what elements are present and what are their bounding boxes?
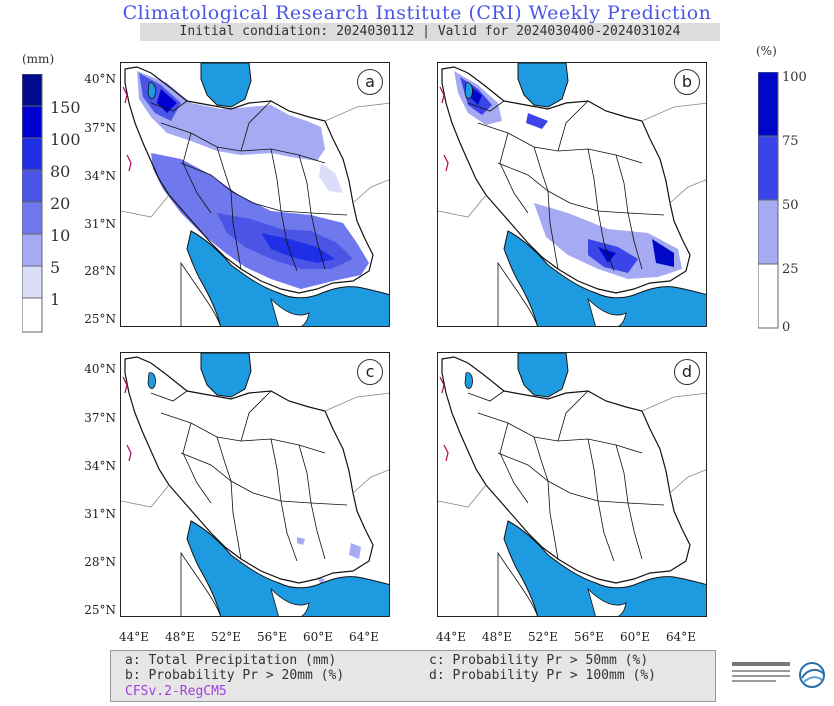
colorbar-left-label: 20	[50, 194, 71, 213]
legend-b: b: Probability Pr > 20mm (%)	[125, 668, 345, 683]
prob-map-d	[438, 353, 706, 616]
map-panel-d: d	[437, 352, 707, 617]
lon-tick: 56°E	[573, 630, 605, 644]
model-name: CFSv.2-RegCM5	[125, 684, 227, 699]
colorbar-left-label: 150	[50, 98, 81, 117]
colorbar-left-label: 80	[50, 162, 71, 181]
lat-tick: 28°N	[84, 264, 116, 278]
lat-tick: 40°N	[84, 72, 116, 86]
lon-tick: 64°E	[665, 630, 697, 644]
panel-label-a: a	[357, 69, 383, 95]
logo-icon	[732, 662, 825, 688]
lon-tick: 44°E	[435, 630, 467, 644]
colorbar-left-unit: (mm)	[22, 52, 55, 66]
lon-tick: 44°E	[118, 630, 150, 644]
colorbar-right-swatches	[758, 72, 779, 329]
lat-tick: 31°N	[84, 507, 116, 521]
lat-tick: 25°N	[84, 312, 116, 326]
map-subtitle: Initial condiation: 2024030112 | Valid f…	[140, 23, 720, 41]
lon-tick: 64°E	[348, 630, 380, 644]
lat-tick: 34°N	[84, 459, 116, 473]
lon-tick: 52°E	[527, 630, 559, 644]
colorbar-left-label: 5	[50, 258, 61, 277]
colorbar-right-label: 25	[782, 262, 799, 277]
prob-map-c	[121, 353, 389, 616]
map-title: Climatological Research Institute (CRI) …	[122, 2, 712, 24]
prob-map-b	[438, 63, 706, 326]
lon-tick: 52°E	[210, 630, 242, 644]
panel-legend: a: Total Precipitation (mm) b: Probabili…	[110, 650, 716, 702]
colorbar-right-label: 75	[782, 134, 799, 149]
colorbar-right-unit: (%)	[756, 44, 777, 58]
lon-tick: 60°E	[619, 630, 651, 644]
colorbar-right-label: 0	[782, 320, 791, 335]
lat-tick: 28°N	[84, 555, 116, 569]
lon-tick: 48°E	[164, 630, 196, 644]
map-panel-b: b	[437, 62, 707, 327]
lat-tick: 37°N	[84, 121, 116, 135]
map-panel-c: c	[120, 352, 390, 617]
lat-tick: 34°N	[84, 169, 116, 183]
panel-label-d: d	[674, 359, 700, 385]
colorbar-right: (%) 100 75 50 25 0	[756, 44, 826, 336]
colorbar-right-label: 100	[782, 70, 807, 85]
lon-tick: 48°E	[481, 630, 513, 644]
colorbar-left-label: 10	[50, 226, 71, 245]
colorbar-left: (mm) 150 100 80 20 10 5 1	[22, 52, 82, 340]
colorbar-left-label: 1	[50, 290, 61, 309]
lon-tick: 56°E	[256, 630, 288, 644]
lon-tick: 60°E	[302, 630, 334, 644]
lat-tick: 25°N	[84, 603, 116, 617]
colorbar-left-swatches	[22, 74, 43, 333]
precip-map-a	[121, 63, 389, 326]
colorbar-right-label: 50	[782, 198, 799, 213]
lat-tick: 37°N	[84, 411, 116, 425]
legend-a: a: Total Precipitation (mm)	[125, 653, 337, 668]
legend-d: d: Probability Pr > 100mm (%)	[429, 668, 656, 683]
lat-tick: 31°N	[84, 217, 116, 231]
panel-label-c: c	[357, 359, 383, 385]
institute-logo	[732, 658, 830, 692]
lat-tick: 40°N	[84, 362, 116, 376]
panel-label-b: b	[674, 69, 700, 95]
colorbar-left-label: 100	[50, 130, 81, 149]
map-panel-a: a	[120, 62, 390, 327]
legend-c: c: Probability Pr > 50mm (%)	[429, 653, 649, 668]
